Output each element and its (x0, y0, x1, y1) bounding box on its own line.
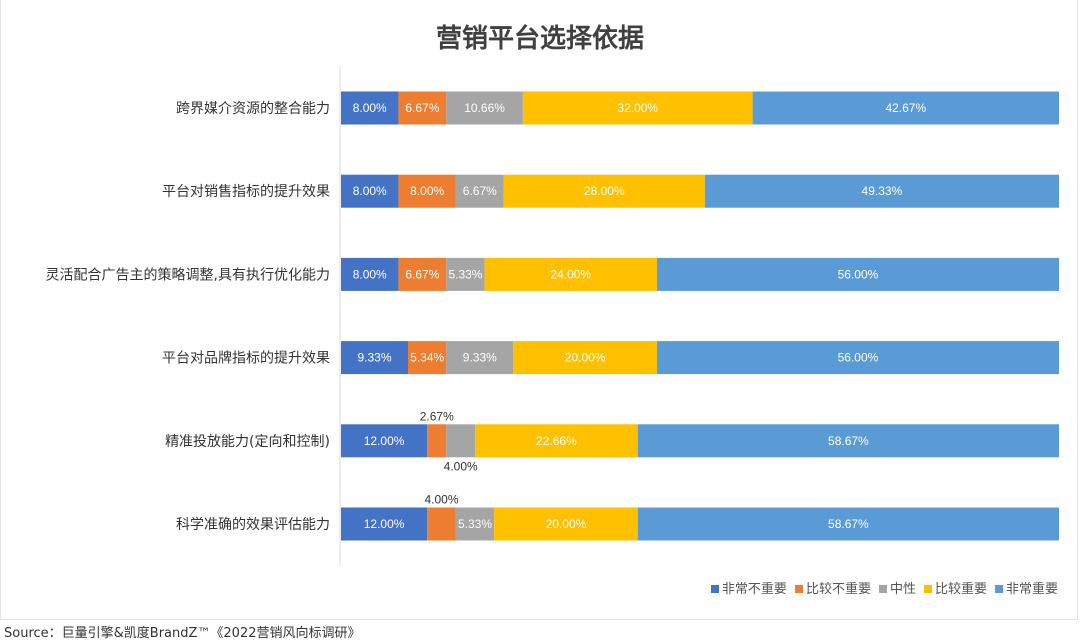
source-note: Source：巨量引擎&凯度BrandZ™《2022营销风向标调研》 (4, 626, 361, 641)
category-label: 精准投放能力(定向和控制) (165, 434, 330, 450)
chart-title: 营销平台选择依据 (435, 24, 644, 54)
data-label: 2.67% (420, 409, 454, 423)
bar-segment (446, 91, 523, 125)
data-label: 6.67% (405, 101, 439, 115)
bar-segment (446, 424, 476, 458)
data-label: 49.33% (862, 184, 903, 198)
bar-segment (398, 257, 447, 291)
legend-item: 非常不重要 (710, 578, 787, 597)
data-label: 20.00% (565, 351, 606, 365)
bar-segment (427, 507, 456, 541)
legend-swatch-icon (878, 585, 887, 593)
data-label: 12.00% (364, 434, 405, 448)
data-label: 8.00% (353, 184, 387, 198)
data-label: 28.00% (584, 184, 625, 198)
bar-segment (341, 341, 408, 375)
data-label: 6.67% (405, 267, 439, 281)
legend-label: 非常不重要 (721, 582, 787, 597)
data-label: 5.33% (458, 517, 492, 531)
bar-segment (484, 257, 657, 291)
bar-segment (446, 341, 514, 375)
legend-swatch-icon (710, 585, 719, 593)
category-label: 跨界媒介资源的整合能力 (176, 101, 330, 117)
data-label: 56.00% (838, 351, 879, 365)
bar-segment (341, 257, 399, 291)
data-label: 6.67% (463, 184, 497, 198)
bar-segment (637, 424, 1059, 458)
legend-swatch-icon (794, 585, 803, 593)
bar-segment (656, 257, 1059, 291)
bar-segment (407, 341, 447, 375)
data-label: 5.33% (448, 267, 482, 281)
bar-segment (341, 91, 399, 125)
data-label: 4.00% (425, 493, 459, 507)
data-label: 9.33% (357, 351, 391, 365)
data-label: 8.00% (353, 101, 387, 115)
bar-segment (475, 424, 638, 458)
data-label: 8.00% (353, 267, 387, 281)
bar-segment (704, 174, 1059, 208)
category-label: 平台对销售指标的提升效果 (162, 184, 330, 200)
legend-label: 比较重要 (934, 582, 987, 597)
bar-segment (427, 424, 447, 458)
legend: 非常不重要 比较不重要 中性 比较重要 非常重要 (710, 578, 1058, 597)
bar-segment (398, 91, 447, 125)
bar-segment (446, 257, 485, 291)
legend-label: 中性 (889, 582, 916, 597)
bar-segment (341, 174, 399, 208)
legend-item: 比较不重要 (794, 578, 871, 597)
legend-label: 比较不重要 (805, 582, 871, 597)
data-label: 58.67% (828, 517, 869, 531)
bar-segment (522, 91, 753, 125)
data-label: 58.67% (828, 434, 869, 448)
data-label: 42.67% (885, 101, 926, 115)
data-label: 9.33% (463, 351, 497, 365)
bar-segment (503, 174, 705, 208)
legend-item: 非常重要 (994, 578, 1058, 597)
data-label: 12.00% (364, 517, 405, 531)
bar-segment (455, 507, 495, 541)
bar-segment (513, 341, 657, 375)
legend-swatch-icon (923, 585, 932, 593)
bar-segment (494, 507, 638, 541)
legend-label: 非常重要 (1005, 582, 1058, 597)
legend-item: 中性 (878, 578, 916, 597)
bar-segment (752, 91, 1059, 125)
category-label: 科学准确的效果评估能力 (176, 517, 330, 533)
bar-segment (637, 507, 1059, 541)
bar-segment (398, 174, 456, 208)
legend-swatch-icon (994, 585, 1003, 593)
data-label: 20.00% (546, 517, 587, 531)
data-label: 32.00% (617, 101, 658, 115)
chart-panel (0, 0, 1078, 620)
data-label: 5.34% (410, 351, 444, 365)
category-label: 灵活配合广告主的策略调整,具有执行优化能力 (46, 266, 330, 283)
data-label: 8.00% (410, 184, 444, 198)
bar-segment (656, 341, 1059, 375)
category-label: 平台对品牌指标的提升效果 (162, 350, 330, 367)
data-label: 56.00% (838, 267, 879, 281)
legend-item: 比较重要 (923, 578, 987, 597)
bar-segment (455, 174, 504, 208)
bar-segment (341, 424, 428, 458)
data-label: 22.66% (536, 434, 577, 448)
data-label: 4.00% (444, 459, 478, 473)
bar-segment (341, 507, 428, 541)
data-label: 10.66% (464, 101, 505, 115)
data-label: 24.00% (550, 267, 591, 281)
